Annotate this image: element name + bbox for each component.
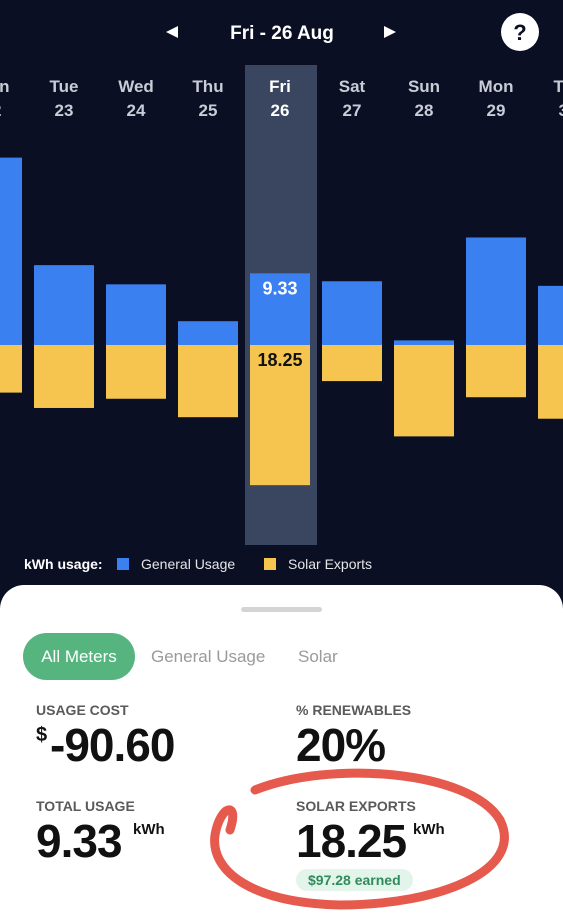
currency: $ bbox=[36, 724, 48, 746]
date-label: 29 bbox=[487, 101, 506, 120]
stat-value: -90.60 bbox=[50, 719, 175, 771]
stat-label: % RENEWABLES bbox=[296, 702, 412, 718]
legend-label: Solar Exports bbox=[288, 556, 372, 572]
date-label: 28 bbox=[415, 101, 434, 120]
day-label: Fri bbox=[269, 77, 291, 96]
date-label: 27 bbox=[343, 101, 362, 120]
day-label: Tue bbox=[50, 77, 79, 96]
usage-bar bbox=[394, 340, 454, 345]
legend-label: General Usage bbox=[141, 556, 235, 572]
help-icon: ? bbox=[513, 20, 526, 45]
stat-value: 9.33 bbox=[36, 815, 123, 867]
date-label: 22 bbox=[0, 101, 1, 120]
stat-label: TOTAL USAGE bbox=[36, 798, 135, 814]
prev-arrow[interactable] bbox=[166, 26, 178, 38]
export-bar bbox=[322, 345, 382, 382]
day-label: Wed bbox=[118, 77, 154, 96]
usage-bar bbox=[34, 265, 94, 345]
day-label: Mon bbox=[479, 77, 514, 96]
date-label: 25 bbox=[199, 101, 218, 120]
export-bar bbox=[394, 345, 454, 437]
sheet-handle[interactable] bbox=[241, 607, 322, 612]
tab[interactable]: All Meters bbox=[23, 633, 135, 680]
stat-label: USAGE COST bbox=[36, 702, 129, 718]
day-label: Thu bbox=[192, 77, 223, 96]
bottom-sheet: All Meters General Usage Solar USAGE COS… bbox=[0, 585, 563, 914]
day-label: Tue bbox=[554, 77, 563, 96]
unit: kWh bbox=[133, 821, 165, 838]
day-label: Sat bbox=[339, 77, 366, 96]
value-label: 9.33 bbox=[262, 278, 297, 298]
usage-bar bbox=[538, 285, 563, 345]
usage-bar bbox=[466, 237, 526, 345]
export-bar bbox=[466, 345, 526, 398]
usage-bar bbox=[0, 157, 22, 345]
tab[interactable]: Solar bbox=[298, 647, 338, 666]
stat-value: 20% bbox=[296, 719, 386, 771]
export-bar bbox=[0, 345, 22, 393]
usage-bar bbox=[250, 273, 310, 345]
date-label: 26 bbox=[271, 101, 290, 120]
legend-swatch bbox=[264, 558, 276, 570]
usage-bar bbox=[322, 281, 382, 345]
stat-label: SOLAR EXPORTS bbox=[296, 798, 416, 814]
help-button[interactable] bbox=[501, 13, 539, 51]
day-label: Mon bbox=[0, 77, 9, 96]
stat-value: 18.25 bbox=[296, 815, 407, 867]
export-bar bbox=[250, 345, 310, 486]
earned-badge: $97.28 earned bbox=[296, 869, 413, 891]
date-label: 23 bbox=[55, 101, 74, 120]
export-bar bbox=[106, 345, 166, 399]
tab[interactable]: General Usage bbox=[151, 647, 266, 666]
legend-title: kWh usage: bbox=[24, 556, 103, 572]
day-label: Sun bbox=[408, 77, 440, 96]
usage-bar bbox=[106, 284, 166, 345]
legend-swatch bbox=[117, 558, 129, 570]
export-bar bbox=[538, 345, 563, 419]
date-label: 30 bbox=[559, 101, 563, 120]
value-label: 18.25 bbox=[257, 350, 302, 370]
next-arrow[interactable] bbox=[384, 26, 396, 38]
date-title: Fri - 26 Aug bbox=[230, 23, 334, 44]
unit: kWh bbox=[413, 821, 445, 838]
export-bar bbox=[34, 345, 94, 408]
export-bar bbox=[178, 345, 238, 418]
usage-bar bbox=[178, 321, 238, 345]
date-label: 24 bbox=[127, 101, 146, 120]
chart: Fri - 26 Aug ? kWh usage: Mon 22 Tue 23 Wed 2… bbox=[0, 13, 563, 572]
